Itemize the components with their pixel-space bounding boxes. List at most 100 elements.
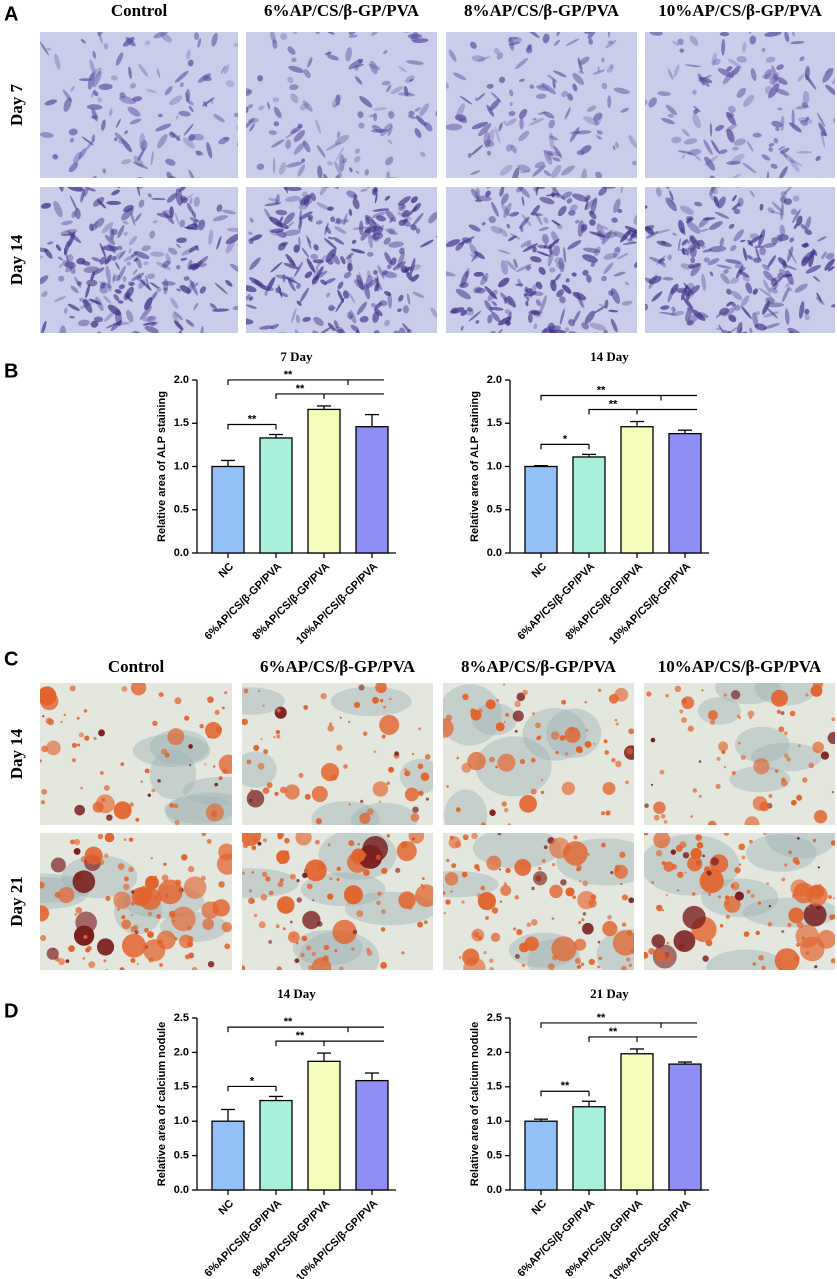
stain: [334, 226, 347, 234]
nodule: [327, 843, 331, 847]
stain: [285, 277, 299, 284]
stain: [553, 70, 567, 78]
stain: [543, 243, 547, 249]
stain: [373, 308, 383, 317]
stain: [327, 206, 334, 211]
stain: [415, 228, 421, 234]
stain: [345, 252, 354, 260]
shade: [300, 872, 386, 907]
nodule: [377, 891, 382, 896]
significance-bracket: [540, 443, 590, 450]
stain: [126, 310, 134, 323]
nodule: [45, 740, 61, 756]
nodule: [541, 778, 544, 782]
stain: [509, 211, 520, 217]
stain: [779, 224, 786, 236]
significance-label: **: [609, 1026, 618, 1038]
stain: [150, 150, 154, 166]
stain: [681, 154, 685, 159]
stain: [820, 130, 826, 149]
stain: [230, 263, 238, 274]
nodule: [119, 967, 125, 970]
stain: [766, 302, 785, 308]
stain: [293, 130, 306, 143]
stain: [796, 215, 803, 226]
y-tick-label: 0.5: [487, 504, 502, 516]
stain: [821, 251, 827, 260]
nodule: [505, 867, 511, 874]
nodule: [47, 718, 55, 726]
stain: [256, 163, 265, 170]
stain: [138, 63, 149, 77]
nodule: [485, 699, 496, 710]
nodule: [398, 891, 416, 909]
nodule: [311, 957, 332, 970]
stain: [40, 255, 44, 259]
nodule: [379, 699, 384, 703]
stain: [290, 126, 302, 134]
stain: [157, 113, 163, 118]
stain: [174, 70, 189, 83]
stain: [270, 323, 280, 330]
nodule: [508, 823, 511, 825]
stain: [188, 136, 194, 141]
stain: [446, 82, 449, 89]
stain: [83, 299, 93, 313]
stain: [383, 237, 391, 245]
stain: [771, 237, 779, 245]
nodule: [42, 715, 45, 718]
stain: [401, 209, 410, 218]
stain: [150, 291, 158, 301]
nodule: [581, 918, 585, 922]
stain: [505, 144, 513, 152]
stain: [323, 173, 329, 178]
stain: [607, 32, 610, 39]
significance-bracket: [588, 408, 697, 415]
nodule: [251, 845, 256, 850]
stain: [489, 330, 496, 333]
stain: [183, 276, 190, 281]
stain: [749, 32, 753, 34]
nodule: [574, 957, 581, 964]
significance-label: **: [296, 1030, 305, 1042]
stain: [582, 269, 589, 276]
stain: [755, 247, 760, 260]
stain: [249, 217, 254, 223]
image-background: [443, 833, 634, 970]
stain: [74, 207, 81, 220]
nodule: [655, 849, 663, 857]
stain: [144, 40, 151, 46]
stain: [799, 56, 805, 62]
nodule: [501, 801, 507, 807]
stain: [516, 187, 525, 193]
stain: [221, 209, 237, 215]
stain: [549, 245, 553, 256]
nodule: [150, 857, 154, 860]
stain: [310, 192, 317, 202]
stain: [793, 223, 798, 230]
bar: [307, 408, 341, 554]
stain: [604, 299, 609, 309]
stain: [67, 303, 80, 311]
stain: [68, 162, 79, 173]
nodule: [770, 689, 788, 707]
nodule: [573, 835, 578, 840]
stain: [335, 94, 341, 106]
shade: [745, 834, 817, 872]
bar: [668, 1063, 702, 1191]
nodule: [738, 843, 746, 851]
stain: [703, 257, 710, 263]
stain: [784, 308, 790, 325]
nodule: [139, 896, 144, 900]
stain: [782, 287, 790, 303]
nodule: [768, 794, 773, 798]
nodule: [621, 894, 629, 901]
stain: [249, 257, 261, 270]
stain: [746, 351, 752, 359]
stain: [169, 206, 174, 219]
stain: [805, 264, 822, 274]
nodule: [356, 910, 364, 917]
nodule: [161, 748, 168, 755]
nodule: [798, 744, 801, 748]
nodule: [144, 768, 150, 774]
